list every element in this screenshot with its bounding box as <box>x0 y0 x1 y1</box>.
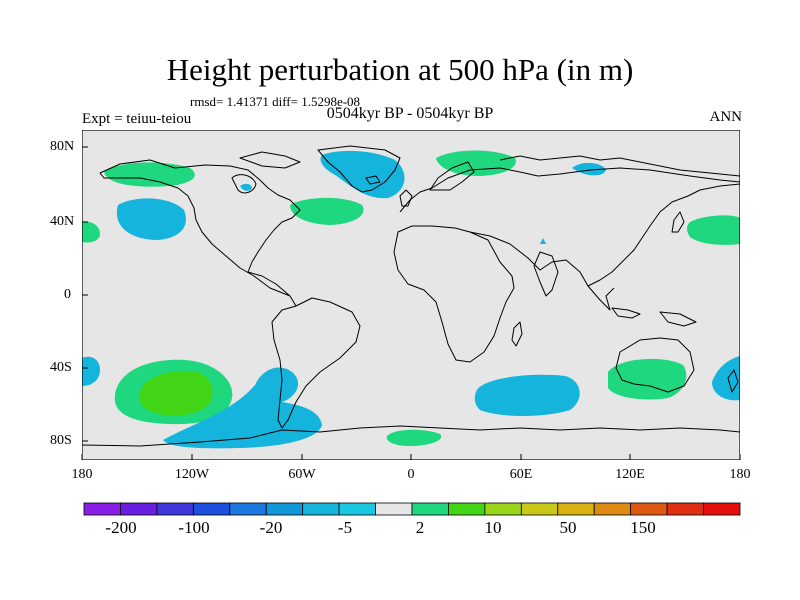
colorbar-swatch <box>630 502 668 516</box>
colorbar-label: 10 <box>484 518 502 537</box>
anomaly-positive-region <box>608 358 687 400</box>
colorbar-label: -20 <box>259 518 283 537</box>
anomaly-positive-region <box>290 197 364 225</box>
anomaly-positive-region <box>386 429 442 446</box>
anomaly-negative-region <box>240 183 252 191</box>
coastline-antarctica <box>82 425 740 447</box>
colorbar-label: 50 <box>559 518 577 537</box>
coastline-russian-arctic <box>499 155 740 177</box>
colorbar-swatch <box>120 502 158 516</box>
contour-fill-layer <box>82 150 740 449</box>
coastline-north-america <box>99 159 301 307</box>
y-tick-label: 80N <box>50 139 75 154</box>
anomaly-negative-region <box>116 198 186 240</box>
y-tick-label: 80S <box>50 433 72 448</box>
x-tick-label: 120W <box>174 467 210 482</box>
colorbar-swatch <box>83 502 121 516</box>
colorbar-swatch <box>448 502 486 516</box>
anomaly-negative-region <box>320 150 405 199</box>
colorbar-swatch <box>520 502 559 516</box>
colorbar-swatch <box>484 502 522 516</box>
anomaly-positive-region <box>82 221 100 243</box>
x-tick-label: 0 <box>407 467 415 482</box>
coastline-new-guinea <box>659 311 697 327</box>
season-label: ANN <box>709 109 743 125</box>
colorbar-swatch <box>411 502 449 516</box>
x-tick-label: 180 <box>71 467 93 482</box>
coastline-greenland <box>317 145 401 193</box>
colorbar-label: -5 <box>337 518 353 537</box>
plot-title: Height perturbation at 500 hPa (in m) <box>166 52 634 87</box>
coastlines <box>82 145 740 447</box>
anomaly-negative-region <box>572 162 606 176</box>
colorbar-swatch <box>593 502 632 516</box>
coastline-hudson-bay <box>231 174 257 194</box>
x-tick-label: 120E <box>615 467 645 482</box>
colorbar-swatch <box>265 502 304 516</box>
colorbar-swatch <box>557 502 595 516</box>
anomaly-negative-region <box>82 356 100 386</box>
plot-subtitle: 0504kyr BP - 0504kyr BP <box>326 105 494 122</box>
anomaly-positive-region <box>687 215 740 245</box>
coastline-africa <box>393 225 515 363</box>
rmsd-stats: rmsd= 1.41371 diff= 1.5298e-08 <box>190 94 361 109</box>
axis-ticks <box>81 146 741 460</box>
anomaly-negative-region <box>474 374 580 416</box>
colorbar-label: -100 <box>178 518 210 537</box>
coastline-asia <box>469 183 740 287</box>
x-tick-label: 180 <box>729 467 751 482</box>
x-tick-label: 60E <box>509 467 533 482</box>
anomaly-negative-region <box>540 238 546 244</box>
coastline-europe <box>399 167 740 213</box>
x-tick-label: 60W <box>288 467 316 482</box>
anomaly-negative-region <box>712 356 740 401</box>
y-tick-label: 40N <box>50 214 75 229</box>
y-tick-label: 0 <box>64 287 71 302</box>
colorbar-swatch <box>375 502 413 516</box>
colorbar-swatch <box>666 502 704 516</box>
coastline-arctic-islands <box>239 151 301 169</box>
colorbar-swatch <box>302 502 340 516</box>
coastline-southeast-asia <box>587 285 615 311</box>
coastline-iceland <box>365 175 381 185</box>
anomaly-strong-positive-region <box>139 370 213 416</box>
colorbar-label: 2 <box>415 518 425 537</box>
coastline-british-isles <box>399 189 413 207</box>
colorbar-label: -200 <box>105 518 137 537</box>
coastline-madagascar <box>511 321 523 347</box>
colorbar-swatch <box>229 502 267 516</box>
anomaly-positive-region <box>436 150 516 176</box>
coastline-scandinavia <box>429 161 475 191</box>
colorbar-swatch <box>703 502 741 516</box>
coastline-india <box>533 251 559 297</box>
coastline-japan <box>671 211 685 233</box>
colorbar <box>83 502 741 516</box>
coastline-south-america <box>271 297 361 429</box>
y-tick-label: 40S <box>50 360 72 375</box>
coastline-australia <box>615 337 695 393</box>
colorbar-swatch <box>156 502 194 516</box>
colorbar-label: 150 <box>630 518 656 537</box>
anomaly-positive-region <box>104 162 195 187</box>
colorbar-swatch <box>338 502 376 516</box>
colorbar-swatch <box>192 502 231 516</box>
coastline-indonesia <box>611 307 641 319</box>
coastline-new-zealand <box>727 369 739 393</box>
experiment-label: Expt = teiuu-teiou <box>82 111 192 127</box>
